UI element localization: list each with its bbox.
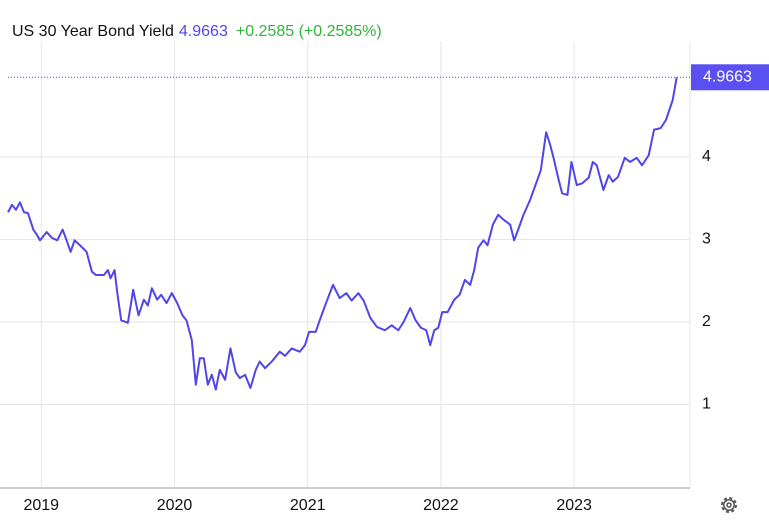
- last-value: 4.9663: [179, 23, 228, 40]
- x-tick-label: 2019: [23, 497, 59, 514]
- change: +0.2585 (+0.2585%): [236, 23, 382, 40]
- x-tick-label: 2020: [157, 497, 193, 514]
- gear-teeth: [721, 497, 737, 513]
- settings-icon[interactable]: [721, 497, 737, 513]
- gear-hole: [726, 502, 732, 508]
- plot-area: 1 2 3 4 2019 2020 2021 2022 2023 4.9663: [0, 41, 769, 514]
- y-tick-label: 1: [702, 396, 711, 413]
- x-tick-label: 2021: [290, 497, 326, 514]
- x-tick-label: 2023: [556, 497, 592, 514]
- y-tick-label: 2: [702, 313, 711, 330]
- x-tick-label: 2022: [423, 497, 459, 514]
- chart-title: US 30 Year Bond Yield: [12, 23, 174, 40]
- last-value-badge: [691, 64, 769, 91]
- gear-body: [723, 499, 735, 511]
- y-tick-label: 3: [702, 231, 711, 248]
- last-value-label: 4.9663: [703, 68, 752, 85]
- y-tick-label: 4: [702, 148, 711, 165]
- series-line: [7, 77, 678, 391]
